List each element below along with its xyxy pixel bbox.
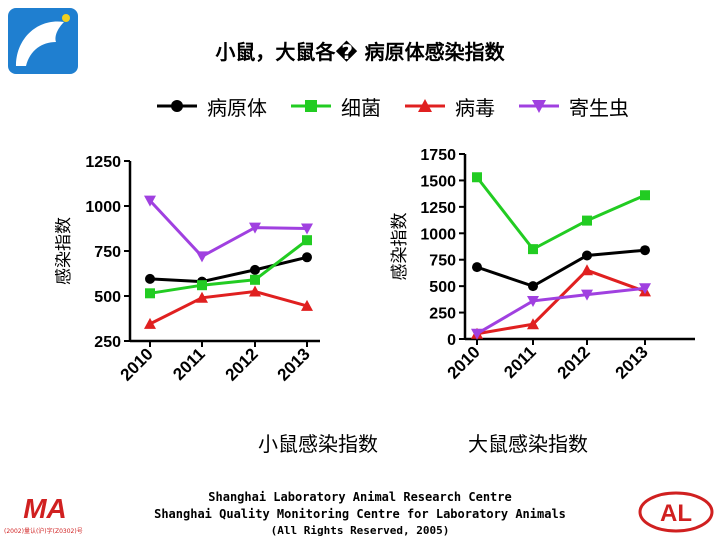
data-point <box>471 328 483 340</box>
cma-logo: MA (2002)量认(沪)字(Z0302)号 <box>4 492 86 536</box>
legend-label: 病原体 <box>207 95 267 120</box>
cal-logo-text: AL <box>660 500 692 527</box>
cal-logo: AL <box>636 490 716 536</box>
series-line <box>476 248 646 288</box>
series-line <box>149 289 308 326</box>
data-point <box>527 318 539 330</box>
data-point <box>528 244 538 255</box>
data-point <box>249 285 261 297</box>
y-tick-label: 1500 <box>420 173 456 190</box>
legend-item: 病毒 <box>403 92 495 121</box>
y-tick-label: 750 <box>429 253 456 270</box>
data-point <box>640 190 650 201</box>
x-tick-label: 2011 <box>169 344 209 384</box>
x-tick-label: 2012 <box>222 344 262 384</box>
series <box>145 235 312 299</box>
data-point <box>302 235 312 246</box>
legend-swatch <box>157 100 197 112</box>
data-point <box>639 283 651 295</box>
data-point <box>197 280 207 291</box>
legend: 病原体 细菌 病毒 寄生虫 <box>155 92 651 120</box>
series-line <box>475 176 646 252</box>
legend-label: 病毒 <box>455 95 495 120</box>
data-point <box>528 281 538 292</box>
legend-marker <box>171 100 183 112</box>
y-tick-label: 1750 <box>420 147 456 164</box>
x-tick-label: 2013 <box>274 344 314 384</box>
y-tick-label: 500 <box>94 289 121 306</box>
x-tick-label: 2010 <box>117 344 157 384</box>
data-point <box>472 172 482 183</box>
footer-line-2: Shanghai Quality Monitoring Centre for L… <box>154 507 566 521</box>
data-point <box>527 295 539 307</box>
x-tick-label: 2012 <box>554 342 594 382</box>
y-tick-label: 1000 <box>420 226 456 243</box>
x-tick-label: 2013 <box>612 342 652 382</box>
series <box>471 283 651 340</box>
data-point <box>581 264 593 276</box>
cma-logo-text: MA <box>23 493 67 522</box>
series <box>144 195 313 263</box>
series-line <box>476 268 646 336</box>
legend-swatch <box>291 100 331 112</box>
y-axis-label: 感染指数 <box>55 217 74 285</box>
series <box>472 245 650 292</box>
legend-label: 寄生虫 <box>569 95 629 120</box>
axes <box>463 154 695 341</box>
data-point <box>145 273 155 284</box>
legend-item: 病原体 <box>155 92 267 121</box>
series-line <box>148 199 308 259</box>
footer-line-1: Shanghai Laboratory Animal Research Cent… <box>208 490 512 504</box>
y-tick-label: 1250 <box>420 200 456 217</box>
data-point <box>145 288 155 299</box>
y-tick-label: 0 <box>447 332 456 349</box>
y-axis-label: 感染指数 <box>390 213 410 281</box>
legend-item: 细菌 <box>289 92 381 121</box>
legend-marker <box>532 100 546 113</box>
data-point <box>144 317 156 329</box>
data-point <box>250 264 260 275</box>
corner-logo <box>8 8 78 74</box>
data-point <box>250 274 260 285</box>
data-point <box>301 299 313 311</box>
legend-marker <box>418 99 432 112</box>
x-tick-label: 2011 <box>500 342 540 382</box>
y-tick-label: 1000 <box>85 199 121 216</box>
y-tick-label: 250 <box>429 306 456 323</box>
series-line <box>149 239 308 295</box>
data-point <box>144 195 156 207</box>
data-point <box>196 251 208 263</box>
y-tick-label: 750 <box>94 244 121 261</box>
legend-label: 细菌 <box>341 95 381 120</box>
legend-swatch <box>405 99 445 112</box>
series <box>145 252 312 287</box>
data-point <box>472 262 482 273</box>
y-tick-label: 250 <box>94 334 121 351</box>
data-point <box>302 252 312 263</box>
data-point <box>582 250 592 261</box>
series <box>144 285 313 329</box>
legend-item: 寄生虫 <box>517 92 629 121</box>
legend-marker <box>305 100 317 112</box>
data-point <box>582 215 592 226</box>
footer-line-3: (All Rights Reserved, 2005) <box>270 524 450 537</box>
series-line <box>476 286 646 336</box>
series <box>472 172 650 255</box>
data-point <box>301 223 313 235</box>
cma-logo-subtext: (2002)量认(沪)字(Z0302)号 <box>4 528 83 535</box>
data-point <box>196 291 208 303</box>
rat-caption: 大鼠感染指数 <box>468 432 588 456</box>
y-tick-label: 500 <box>429 279 456 296</box>
y-tick-label: 1250 <box>85 154 121 171</box>
data-point <box>640 245 650 256</box>
legend-swatch <box>519 100 559 113</box>
page-title: 小鼠，大鼠各� 病原体感染指数 <box>215 40 505 64</box>
data-point <box>249 222 261 234</box>
data-point <box>581 289 593 301</box>
mouse-infection-chart: 250 500 750 1000 1250 2010 2011 2012 2013 感染指数 <box>55 154 320 385</box>
series-line <box>149 255 308 284</box>
mouse-caption: 小鼠感染指数 <box>258 432 378 456</box>
